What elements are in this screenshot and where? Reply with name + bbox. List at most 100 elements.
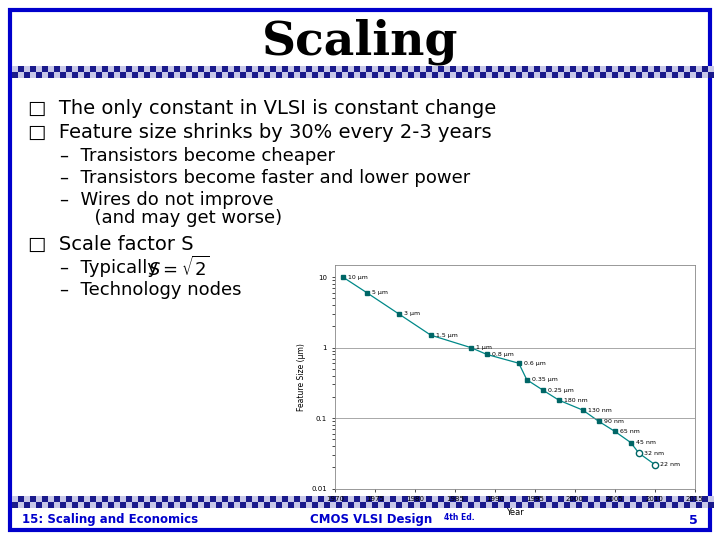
Bar xyxy=(366,502,372,508)
Bar xyxy=(300,72,306,78)
Bar xyxy=(432,496,438,502)
Bar xyxy=(354,496,360,502)
Bar xyxy=(456,502,462,508)
Bar xyxy=(108,496,114,502)
Bar xyxy=(84,66,90,72)
Bar xyxy=(48,496,54,502)
Bar xyxy=(600,502,606,508)
Text: 65 nm: 65 nm xyxy=(621,429,640,434)
Bar xyxy=(18,496,24,502)
Bar xyxy=(102,496,108,502)
Bar xyxy=(690,502,696,508)
Bar xyxy=(186,72,192,78)
Bar xyxy=(606,502,612,508)
Bar xyxy=(588,502,594,508)
Bar xyxy=(246,66,252,72)
Bar xyxy=(522,66,528,72)
Bar xyxy=(270,66,276,72)
Bar xyxy=(66,496,72,502)
Bar xyxy=(516,496,522,502)
Bar xyxy=(474,502,480,508)
Bar xyxy=(138,496,144,502)
Bar xyxy=(342,66,348,72)
Bar xyxy=(672,72,678,78)
Bar xyxy=(78,66,84,72)
Bar xyxy=(450,66,456,72)
Text: □  Scale factor S: □ Scale factor S xyxy=(28,234,194,253)
Bar xyxy=(570,66,576,72)
Bar xyxy=(240,66,246,72)
Bar xyxy=(624,72,630,78)
Bar xyxy=(198,502,204,508)
Bar xyxy=(420,496,426,502)
Text: –  Transistors become faster and lower power: – Transistors become faster and lower po… xyxy=(60,169,470,187)
Bar xyxy=(552,72,558,78)
Bar xyxy=(426,502,432,508)
Bar xyxy=(204,502,210,508)
Bar xyxy=(204,72,210,78)
Bar xyxy=(498,72,504,78)
Bar xyxy=(582,496,588,502)
Bar xyxy=(30,66,36,72)
Bar xyxy=(318,66,324,72)
Bar xyxy=(408,72,414,78)
Bar xyxy=(474,72,480,78)
Bar xyxy=(498,502,504,508)
Bar xyxy=(678,72,684,78)
Bar xyxy=(114,72,120,78)
Bar xyxy=(636,72,642,78)
Bar xyxy=(18,66,24,72)
Bar xyxy=(708,496,714,502)
Y-axis label: Feature Size (μm): Feature Size (μm) xyxy=(297,343,306,410)
Bar xyxy=(474,66,480,72)
Bar xyxy=(126,72,132,78)
Bar xyxy=(114,502,120,508)
Text: –  Typically: – Typically xyxy=(60,259,158,277)
Bar xyxy=(564,496,570,502)
Bar xyxy=(546,72,552,78)
Bar xyxy=(564,72,570,78)
Bar xyxy=(294,66,300,72)
Bar xyxy=(504,72,510,78)
Bar xyxy=(162,502,168,508)
Bar xyxy=(588,72,594,78)
Bar xyxy=(144,66,150,72)
Bar xyxy=(72,496,78,502)
Bar xyxy=(534,496,540,502)
Bar xyxy=(642,502,648,508)
Bar xyxy=(408,502,414,508)
Text: □  The only constant in VLSI is constant change: □ The only constant in VLSI is constant … xyxy=(28,98,496,118)
Bar xyxy=(294,72,300,78)
Bar xyxy=(276,496,282,502)
Bar xyxy=(450,72,456,78)
Bar xyxy=(288,502,294,508)
Bar xyxy=(198,72,204,78)
Bar xyxy=(180,502,186,508)
Bar xyxy=(552,502,558,508)
Bar xyxy=(366,72,372,78)
Bar xyxy=(444,502,450,508)
Bar xyxy=(216,496,222,502)
Bar xyxy=(186,502,192,508)
Bar xyxy=(456,496,462,502)
Bar xyxy=(666,496,672,502)
Bar xyxy=(654,496,660,502)
Bar xyxy=(342,496,348,502)
Bar xyxy=(438,496,444,502)
Bar xyxy=(240,72,246,78)
Bar xyxy=(18,502,24,508)
Bar xyxy=(678,66,684,72)
Bar xyxy=(192,502,198,508)
Bar xyxy=(270,496,276,502)
Bar xyxy=(636,66,642,72)
Bar xyxy=(84,496,90,502)
Bar xyxy=(414,496,420,502)
Bar xyxy=(228,66,234,72)
Bar xyxy=(138,72,144,78)
Bar xyxy=(144,72,150,78)
Bar xyxy=(252,496,258,502)
Bar xyxy=(108,72,114,78)
Bar xyxy=(438,502,444,508)
Bar xyxy=(462,72,468,78)
Bar xyxy=(228,72,234,78)
